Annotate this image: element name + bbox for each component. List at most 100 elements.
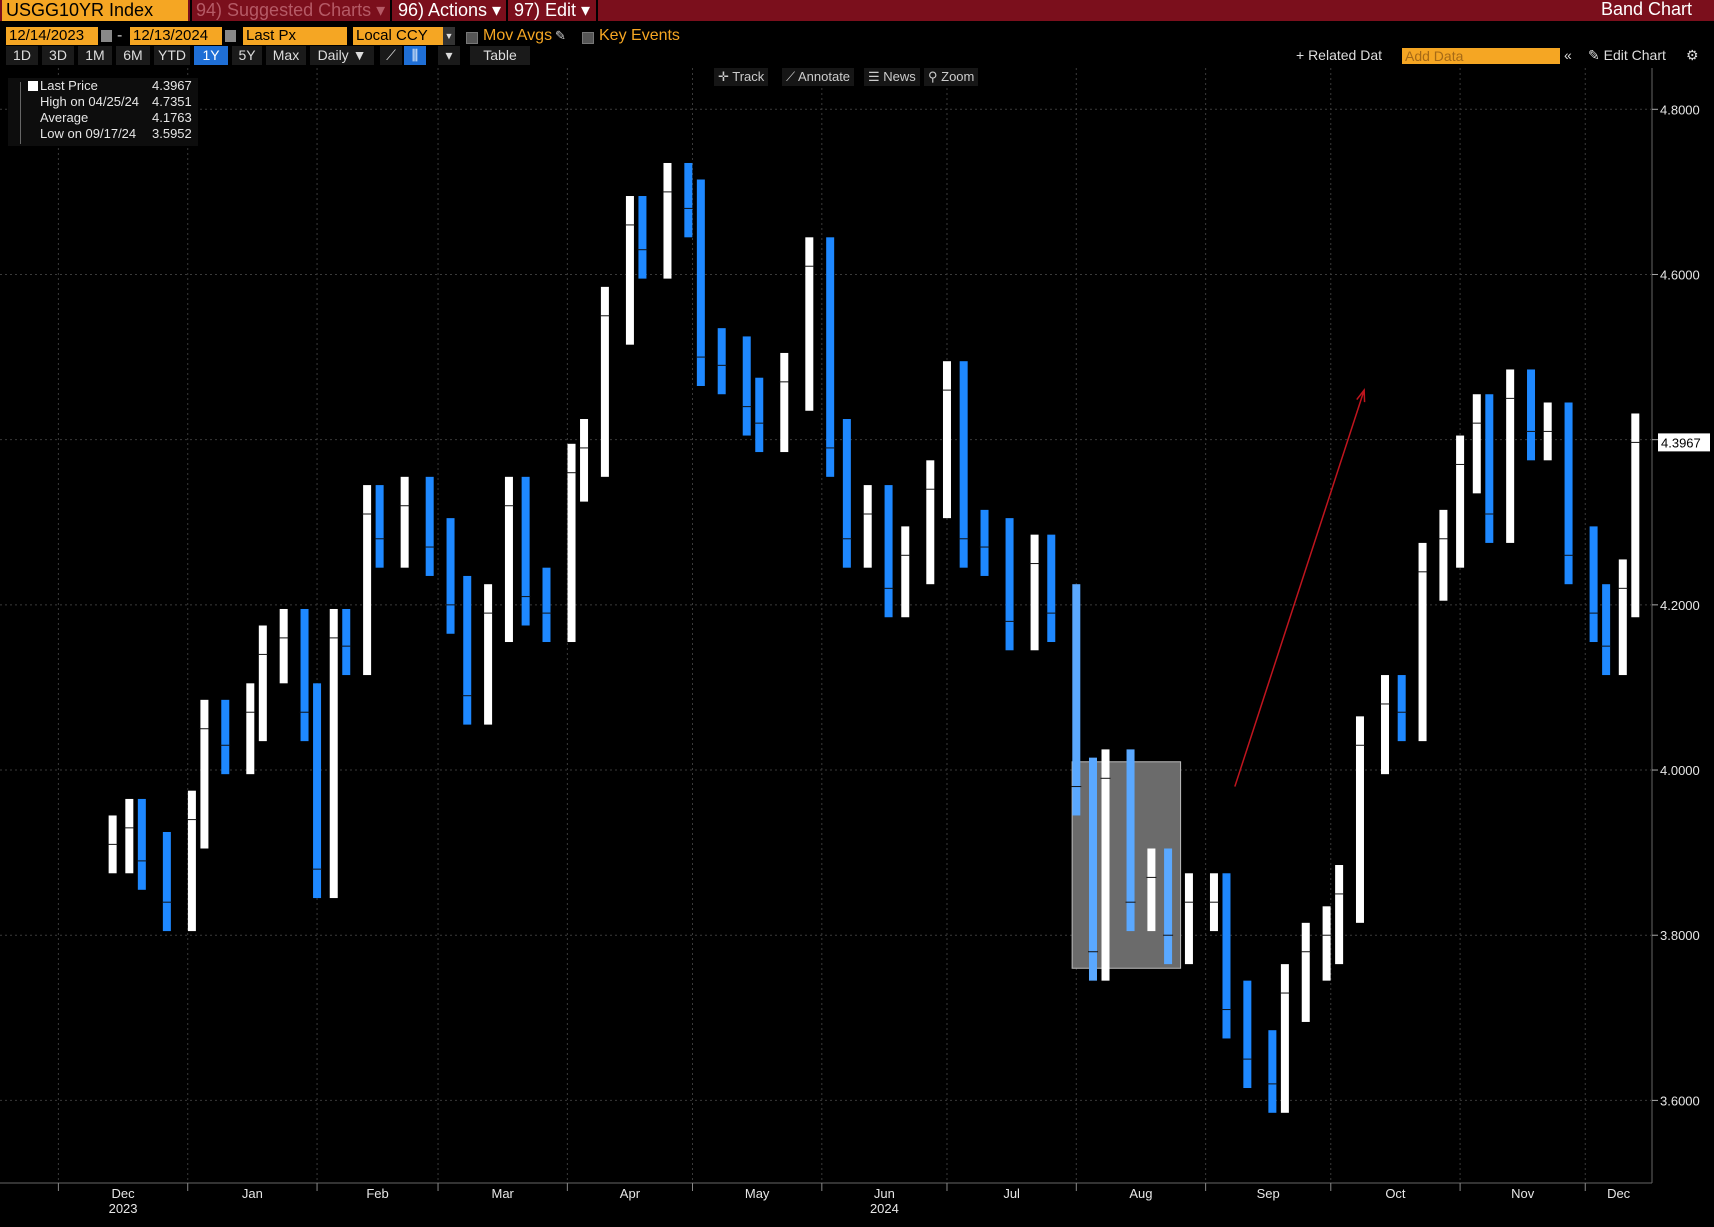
price-band-bar	[400, 476, 409, 568]
calendar-icon[interactable]	[225, 30, 236, 42]
price-band-bar	[258, 625, 267, 742]
y-tick-label: 4.8000	[1660, 102, 1700, 117]
price-band-bar	[375, 485, 384, 568]
title-bar: USGG10YR Index 94) Suggested Charts ▾ 96…	[0, 0, 1714, 21]
price-band-bar	[300, 608, 309, 742]
period-ytd-button[interactable]: YTD	[154, 46, 190, 65]
pencil-icon[interactable]: ✎	[555, 28, 566, 43]
price-band-bar	[884, 485, 893, 618]
period-5y-button[interactable]: 5Y	[232, 46, 262, 65]
price-band-bar	[1164, 848, 1173, 965]
price-band-bar	[1564, 402, 1573, 585]
price-band-bar	[521, 476, 530, 626]
price-band-bar	[863, 485, 872, 568]
x-tick-label: Dec	[112, 1186, 136, 1201]
period-1d-button[interactable]: 1D	[6, 46, 38, 65]
y-tick-label: 4.0000	[1660, 763, 1700, 778]
y-tick-label: 4.2000	[1660, 598, 1700, 613]
price-band-bar	[504, 476, 513, 643]
price-band-bar	[200, 699, 209, 849]
price-band-bar	[1439, 509, 1448, 601]
related-data-label[interactable]: + Related Dat	[1296, 47, 1382, 63]
field-select[interactable]: Last Px	[243, 27, 347, 45]
double-chevron-left-icon[interactable]: «	[1564, 47, 1572, 63]
price-band-bar	[1485, 394, 1494, 543]
table-button[interactable]: Table	[470, 46, 530, 65]
legend-high: High on 04/25/24 4.7351	[40, 94, 192, 109]
mov-avgs-label[interactable]: Mov Avgs	[483, 27, 553, 44]
price-band-bar	[1335, 865, 1344, 965]
track-button[interactable]: ✛ Track	[714, 68, 769, 86]
price-band-bar	[638, 196, 647, 279]
period-1y-button[interactable]: 1Y	[194, 46, 228, 65]
price-band-bar	[187, 790, 196, 932]
price-band-bar	[446, 518, 455, 634]
edit-menu[interactable]: 97) Edit ▾	[514, 0, 591, 20]
actions-menu[interactable]: 96) Actions ▾	[398, 0, 502, 20]
price-band-bar	[1397, 675, 1406, 742]
legend-tree-line	[20, 82, 29, 144]
zoom-button[interactable]: ⚲ Zoom	[924, 68, 979, 86]
options-row: 12/14/2023 - 12/13/2024 Last Px Local CC…	[0, 24, 1714, 45]
line-chart-icon[interactable]: ⟋	[380, 46, 402, 65]
price-band-bar	[484, 584, 493, 725]
price-band-bar	[684, 162, 693, 238]
calendar-icon[interactable]	[101, 30, 112, 42]
price-band-bar	[780, 352, 789, 453]
legend-low: Low on 09/17/24 3.5952	[40, 126, 192, 141]
price-band-bar	[313, 683, 322, 899]
news-button[interactable]: ☰ News	[864, 68, 920, 86]
annotate-button[interactable]: ⟋ Annotate	[782, 68, 855, 86]
currency-select[interactable]: Local CCY	[353, 27, 443, 45]
price-band-bar	[625, 196, 634, 345]
y-tick-label: 3.6000	[1660, 1093, 1700, 1108]
frequency-select[interactable]: Daily ▼	[310, 46, 374, 65]
chevron-down-icon[interactable]: ▼	[443, 27, 455, 45]
end-date-field[interactable]: 12/13/2024	[130, 27, 222, 45]
price-band-bar	[717, 328, 726, 395]
price-band-bar	[1618, 559, 1627, 676]
x-tick-label: Oct	[1385, 1186, 1406, 1201]
period-1m-button[interactable]: 1M	[78, 46, 112, 65]
date-separator: -	[117, 27, 123, 44]
price-band-bar	[1602, 584, 1611, 676]
price-band-bar	[1030, 534, 1039, 651]
price-band-bar	[696, 179, 705, 386]
price-band-bar	[279, 608, 288, 684]
price-band-bar	[1088, 757, 1097, 981]
price-band-bar	[1322, 906, 1331, 981]
price-band-bar	[1268, 1030, 1277, 1113]
y-axis-panel	[1652, 68, 1714, 1227]
menu-separator	[190, 0, 192, 21]
x-tick-label: Jun	[874, 1186, 895, 1201]
period-6m-button[interactable]: 6M	[116, 46, 150, 65]
last-value-box	[1658, 433, 1710, 452]
mov-avgs-checkbox[interactable]	[466, 32, 478, 44]
price-band-bar	[1631, 413, 1640, 618]
price-band-bar	[980, 509, 989, 576]
key-events-checkbox[interactable]	[582, 32, 594, 44]
x-tick-label: Feb	[366, 1186, 388, 1201]
price-band-bar	[600, 286, 609, 477]
price-band-bar	[329, 608, 338, 899]
chevron-down-icon[interactable]: ▾	[438, 46, 460, 65]
gear-icon[interactable]: ⚙	[1686, 47, 1699, 63]
price-band-bar	[363, 485, 372, 676]
ticker-field[interactable]: USGG10YR Index	[2, 0, 188, 21]
key-events-label[interactable]: Key Events	[599, 27, 680, 44]
suggested-charts-menu[interactable]: 94) Suggested Charts ▾	[196, 0, 386, 20]
edit-chart-button[interactable]: ✎ Edit Chart	[1588, 47, 1666, 63]
price-band-bar	[1456, 435, 1465, 568]
price-band-bar	[942, 361, 951, 519]
bar-chart-icon[interactable]: ⫼	[404, 46, 426, 65]
price-band-bar	[1072, 584, 1081, 816]
price-band-bar	[1184, 873, 1193, 965]
menu-separator	[506, 0, 508, 21]
x-tick-label: May	[745, 1186, 770, 1201]
start-date-field[interactable]: 12/14/2023	[6, 27, 98, 45]
price-band-bar	[742, 336, 751, 436]
period-3d-button[interactable]: 3D	[42, 46, 74, 65]
period-max-button[interactable]: Max	[266, 46, 306, 65]
add-data-input[interactable]: Add Data	[1402, 48, 1560, 64]
